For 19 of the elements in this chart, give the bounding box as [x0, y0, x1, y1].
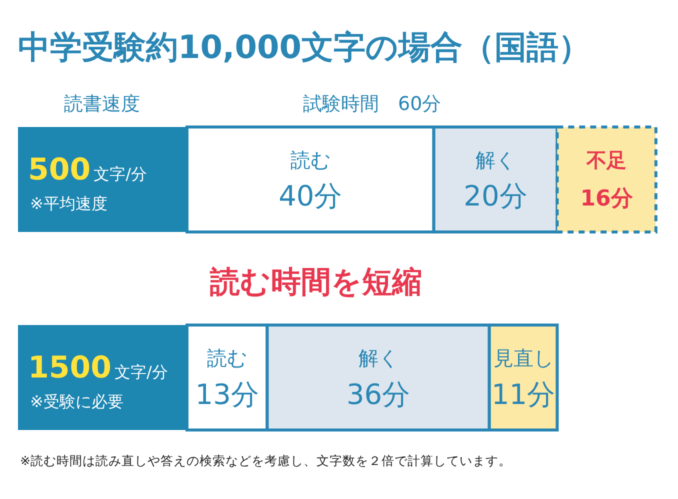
data-label: 36分 [346, 378, 410, 411]
text: ※平均速度 [30, 194, 108, 213]
data-label: 11分 [491, 378, 556, 411]
x-axis-title: 試験時間 60分 [303, 93, 442, 115]
text: ※受験に必要 [30, 392, 124, 411]
data-label: 20分 [464, 180, 528, 213]
series-label: 不足 [586, 148, 627, 172]
y-axis-title: 読書速度 [64, 93, 140, 115]
series-label: 見直し [493, 346, 554, 370]
series-label: 解く [476, 148, 516, 172]
text: 読む [290, 148, 330, 172]
data-label: 13分 [195, 378, 259, 411]
text: 解く [358, 346, 398, 370]
annotation: 読む時間を短縮 [209, 265, 422, 300]
annotation: ※読む時間は読み直しや答えの検索などを考慮し、文字数を２倍で計算しています。 [20, 453, 512, 468]
chart-title: 中学受験約10,000文字の場合（国語） [18, 28, 590, 66]
data-label: 16分 [580, 186, 634, 212]
data-label: 40分 [278, 180, 342, 213]
series-label: 読む [207, 346, 248, 370]
